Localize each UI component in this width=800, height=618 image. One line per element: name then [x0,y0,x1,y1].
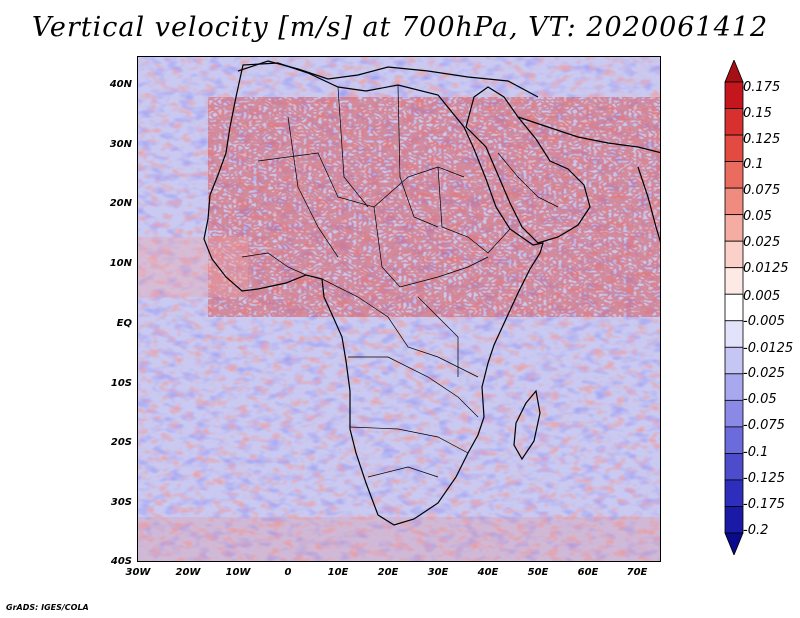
arabia-coastline [465,86,591,244]
y-tick-label: 30S [110,497,132,508]
colorbar-label: -0.1 [743,445,769,460]
x-tick-label: 20W [175,567,201,578]
y-tick-label: 30N [109,139,132,150]
colorbar-swatch [724,320,744,348]
colorbar-label: -0.125 [743,471,785,486]
colorbar-swatch [724,453,744,481]
colorbar-swatch [724,240,744,269]
colorbar-swatch [724,108,744,136]
x-tick-label: 40E [477,567,499,578]
colorbar-label: -0.075 [743,418,785,433]
madagascar-coastline [513,389,541,461]
y-tick-label: 20S [110,437,132,448]
colorbar-label: -0.05 [743,392,777,407]
coastlines [203,60,660,526]
colorbar-label: 0.05 [743,209,772,224]
india-coastline [637,166,660,243]
asia-coastline [517,116,660,154]
colorbar-label: 0.0125 [743,261,789,276]
colorbar-label: 0.075 [743,183,781,198]
colorbar-swatch [724,346,744,375]
y-tick-label: 40S [110,556,132,567]
x-tick-label: 30W [125,567,151,578]
x-tick-label: 10W [225,567,251,578]
colorbar-label: 0.1 [743,157,764,172]
colorbar-swatch [724,506,744,534]
colorbar-label: 0.175 [743,80,781,95]
colorbar-swatch [724,532,744,555]
y-tick-label: 40N [109,79,132,90]
x-tick-label: 20E [377,567,399,578]
colorbar-label: 0.025 [743,235,781,250]
field-intense-west [138,237,248,297]
grads-credit: GrADS: IGES/COLA [6,603,89,612]
colorbar-swatch [724,214,744,242]
colorbar-swatch [724,373,744,401]
colorbar-swatch [724,479,744,507]
colorbar-label: 0.125 [743,132,781,147]
y-tick-label: 10S [110,378,132,389]
colorbar-label: -0.175 [743,497,785,512]
field-southern-band [138,517,660,561]
chart-title: Vertical velocity [m/s] at 700hPa, VT: 2… [31,12,769,43]
x-tick-label: 70E [626,567,648,578]
colorbar-swatch [724,60,744,83]
colorbar-label: -0.0125 [743,341,794,356]
colorbar-label: -0.025 [743,366,785,381]
y-tick-label: 20N [109,198,132,209]
y-tick-label: EQ [116,318,132,329]
colorbar-swatch [724,426,744,454]
x-tick-label: 10E [327,567,349,578]
x-tick-label: 60E [577,567,599,578]
field-intense-north [208,97,660,317]
map-plot-area [137,56,661,562]
colorbar-label: -0.005 [743,314,785,329]
colorbar-swatch [724,187,744,216]
colorbar [724,60,744,555]
y-tick-label: 10N [109,258,132,269]
colorbar-label: 0.005 [743,289,781,304]
x-tick-label: 0 [284,567,292,578]
colorbar-swatch [724,399,744,428]
x-tick-label: 30E [427,567,449,578]
map-canvas [138,57,660,561]
country-borders [241,84,559,478]
colorbar-swatch [724,293,744,322]
x-tick-label: 50E [527,567,549,578]
colorbar-swatch [724,81,744,109]
colorbar-swatch [724,134,744,162]
colorbar-label: -0.2 [743,523,769,538]
colorbar-label: 0.15 [743,106,772,121]
europe-coastline [237,60,539,98]
colorbar-swatch [724,161,744,189]
colorbar-swatch [724,267,744,295]
africa-coastline [203,62,544,526]
